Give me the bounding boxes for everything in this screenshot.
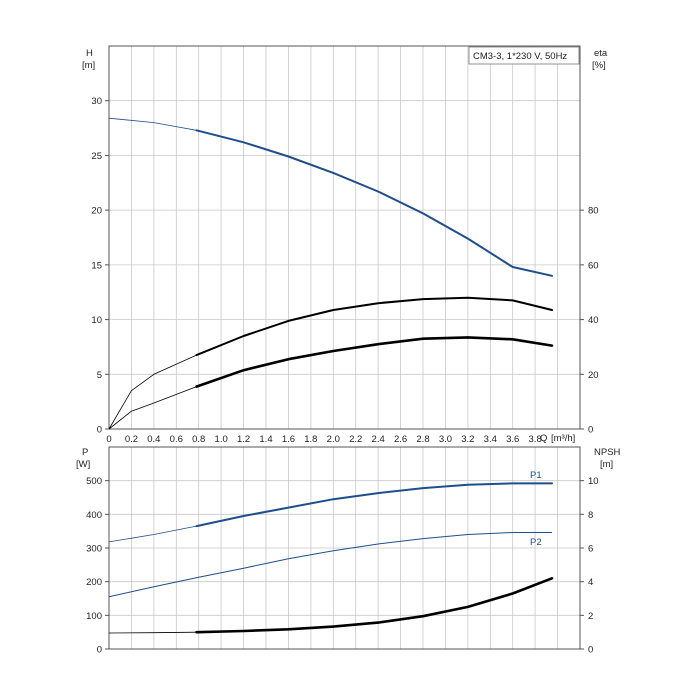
- upper-series-1-extrapolated: [108, 354, 197, 430]
- lower-right-tick-label: 4: [588, 577, 593, 588]
- upper-right-tick-label: 0: [588, 425, 593, 436]
- x-tick-label: 3.2: [461, 434, 474, 445]
- lower-tick-labels: 0 100 200 300 400 500 0 2 4 6 8 10: [86, 476, 598, 655]
- upper-series-2-line: [195, 336, 554, 388]
- upper-series-1-line: [195, 296, 553, 357]
- x-axis-label: Q: [540, 433, 547, 444]
- upper-grid: [109, 46, 580, 429]
- lower-right-tick-label: 2: [588, 611, 593, 622]
- x-axis-unit: [m³/h]: [551, 433, 575, 444]
- chart-title: CM3-3, 1*230 V, 50Hz: [473, 51, 567, 62]
- lower-series-0-line: [195, 482, 553, 528]
- upper-right-tick-label: 80: [588, 206, 599, 217]
- upper-left-tick-label: 15: [91, 260, 102, 271]
- upper-right-tick-label: 40: [588, 315, 599, 326]
- x-tick-label: 0.4: [147, 434, 160, 445]
- x-tick-label: 3.8: [529, 434, 542, 445]
- x-tick-label: 1.0: [215, 434, 228, 445]
- lower-chart-power-npsh: 0 100 200 300 400 500 0 2 4 6 8 10 P [W] NPSH [m] P…: [76, 446, 621, 656]
- series-label-p2: P2: [530, 537, 542, 548]
- x-tick-label: 1.8: [304, 434, 317, 445]
- upper-series-group: [108, 117, 554, 430]
- upper-left-tick-label: 5: [97, 370, 102, 381]
- upper-left-tick-label: 10: [91, 315, 102, 326]
- upper-chart-head-efficiency: 0 5 10 15 20 25 30 0 20 40 60 80 0 0.2 0.4 0.6 0.8 1.0 1.2…: [82, 45, 608, 445]
- x-tick-label: 0.2: [125, 434, 138, 445]
- x-tick-label: 2.6: [394, 434, 407, 445]
- upper-left-tick-label: 20: [91, 206, 102, 217]
- lower-left-tick-label: 200: [86, 577, 102, 588]
- lower-right-axis-label: NPSH: [594, 447, 621, 458]
- lower-series-0-extrapolated: [108, 525, 197, 543]
- x-tick-label: 2.2: [349, 434, 362, 445]
- upper-plot-frame: [108, 45, 581, 430]
- upper-series-0-line: [195, 129, 553, 277]
- upper-left-tick-label: 25: [91, 151, 102, 162]
- lower-series-group: [108, 482, 554, 634]
- lower-left-axis-label: P: [82, 447, 88, 458]
- lower-left-tick-label: 100: [86, 611, 102, 622]
- title-box: [468, 46, 580, 65]
- lower-right-tick-label: 6: [588, 544, 593, 555]
- x-tick-label: 1.2: [237, 434, 250, 445]
- lower-left-tick-label: 400: [86, 510, 102, 521]
- lower-left-tick-label: 0: [97, 645, 102, 656]
- lower-grid: [109, 447, 580, 649]
- x-tick-label: 1.6: [282, 434, 295, 445]
- x-tick-label: 0.6: [170, 434, 183, 445]
- x-tick-label: 1.4: [259, 434, 272, 445]
- lower-right-axis-unit: [m]: [600, 459, 613, 470]
- upper-series-0-extrapolated: [108, 117, 197, 131]
- lower-left-tick-label: 500: [86, 476, 102, 487]
- upper-left-tick-label: 0: [97, 425, 102, 436]
- lower-left-tick-label: 300: [86, 544, 102, 555]
- upper-left-axis-unit: [m]: [82, 60, 95, 71]
- upper-tick-labels: 0 5 10 15 20 25 30 0 20 40 60 80 0 0.2 0.4 0.6 0.8 1.0 1.2…: [91, 96, 598, 445]
- upper-left-axis-label: H: [86, 48, 93, 59]
- series-label-p1: P1: [530, 470, 542, 481]
- x-tick-label: 0.8: [192, 434, 205, 445]
- upper-right-tick-label: 20: [588, 370, 599, 381]
- x-tick-label: 3.0: [439, 434, 452, 445]
- lower-series-2-extrapolated: [108, 631, 197, 634]
- lower-right-tick-label: 0: [588, 645, 593, 656]
- x-tick-label: 3.4: [484, 434, 497, 445]
- upper-right-axis-unit: [%]: [592, 60, 606, 71]
- upper-left-tick-label: 30: [91, 96, 102, 107]
- upper-right-tick-label: 60: [588, 260, 599, 271]
- x-tick-label: 2.4: [372, 434, 385, 445]
- lower-left-axis-unit: [W]: [76, 459, 90, 470]
- lower-right-tick-label: 8: [588, 510, 593, 521]
- upper-right-axis-label: eta: [594, 48, 608, 59]
- lower-series-2-line: [195, 577, 554, 634]
- x-tick-label: 3.6: [506, 434, 519, 445]
- x-tick-label: 0: [106, 434, 111, 445]
- upper-series-2-extrapolated: [108, 386, 197, 430]
- x-tick-label: 2.0: [327, 434, 340, 445]
- lower-series-1-line: [108, 532, 552, 598]
- x-tick-label: 2.8: [416, 434, 429, 445]
- lower-right-tick-label: 10: [588, 476, 599, 487]
